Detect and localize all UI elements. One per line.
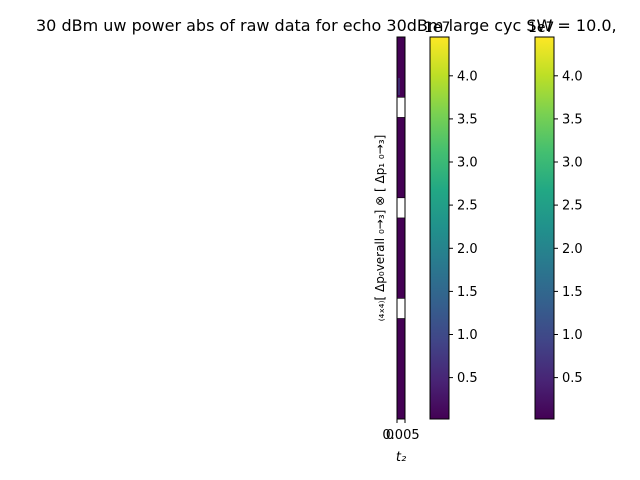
colorbar-tick-label: 3.0: [457, 156, 478, 171]
colorbar-tick-label: 0.5: [562, 371, 583, 386]
colorbar-tick-label: 2.0: [562, 242, 583, 257]
masked-block: [396, 298, 406, 319]
chart-title: 30 dBm uw power abs of raw data for echo…: [36, 16, 617, 35]
colorbar-tick-label: 2.0: [457, 242, 478, 257]
colorbar-tick-label: 1.5: [562, 285, 583, 300]
colorbar-tick-label: 3.5: [457, 112, 478, 127]
x-axis-label: t₂: [396, 450, 406, 465]
heatmap-frame: [396, 36, 406, 420]
colorbar-tick-label: 2.5: [457, 199, 478, 214]
colorbar-1-offset-label: 1e7: [424, 20, 450, 36]
colorbar-2-gradient: [534, 36, 555, 420]
colorbar-1: 1e7 0.5 1.0 1.5 2.0 2.5 3.0 3.5 4.0: [424, 20, 478, 420]
colorbar-tick-label: 4.0: [457, 69, 478, 84]
colorbar-2-offset-label: 1e7: [528, 20, 554, 36]
masked-block: [396, 97, 406, 118]
x-tick-label: 0.005: [382, 428, 419, 443]
colorbar-tick-label: 3.0: [562, 156, 583, 171]
colorbar-tick-label: 3.5: [562, 112, 583, 127]
colorbar-tick-label: 2.5: [562, 199, 583, 214]
y-axis-label: ₍₄ₓ₄₎[ Δp₀verall ₀→₃] ⊗ [ Δp₁ ₀→₃]: [373, 135, 387, 322]
heatmap-plot: [396, 36, 406, 420]
heatmap-background: [397, 37, 405, 419]
colorbar-2: 1e7 0.5 1.0 1.5 2.0 2.5 3.0 3.5 4.0: [528, 20, 583, 420]
x-axis: 0 0.005 t₂: [382, 419, 420, 465]
colorbar-2-ticks: 0.5 1.0 1.5 2.0 2.5 3.0 3.5 4.0: [554, 69, 583, 386]
colorbar-tick-label: 1.0: [562, 328, 583, 343]
colorbar-1-gradient: [429, 36, 450, 420]
masked-block: [396, 197, 406, 219]
colorbar-tick-label: 0.5: [457, 371, 478, 386]
colorbar-tick-label: 1.5: [457, 285, 478, 300]
colorbar-1-ticks: 0.5 1.0 1.5 2.0 2.5 3.0 3.5 4.0: [449, 69, 478, 386]
x-tick-label: 0: [386, 428, 394, 443]
colorbar-tick-label: 1.0: [457, 328, 478, 343]
colorbar-tick-label: 4.0: [562, 69, 583, 84]
